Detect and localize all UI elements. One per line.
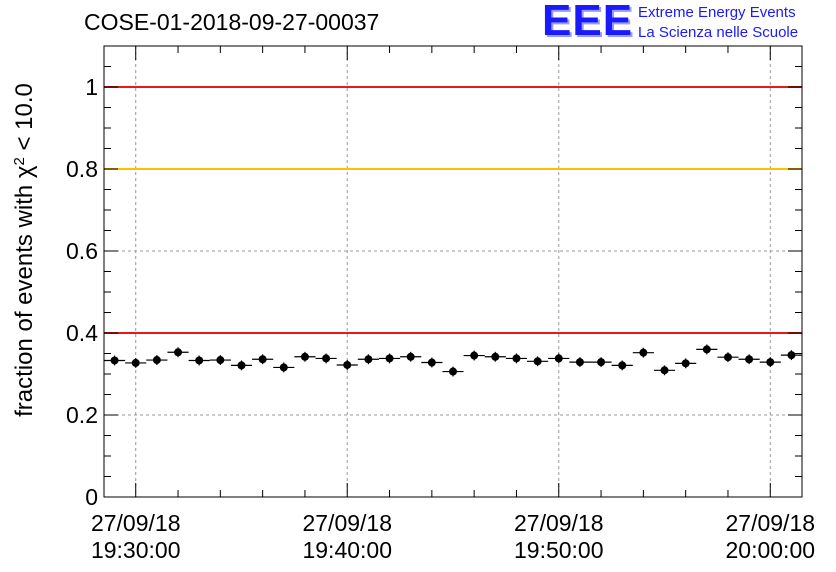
data-point (167, 347, 189, 358)
data-marker (597, 358, 606, 367)
eee-logo: EEE (542, 0, 634, 45)
x-tick-label-time: 19:40:00 (302, 537, 392, 563)
data-marker (449, 367, 457, 376)
data-marker (723, 353, 732, 362)
data-point (125, 358, 147, 368)
data-point (569, 357, 591, 368)
data-marker (491, 352, 500, 361)
x-tick-label-time: 19:50:00 (514, 537, 604, 563)
grid-lines (104, 46, 802, 497)
data-point (421, 357, 443, 368)
data-marker (660, 366, 669, 375)
data-point (336, 360, 358, 370)
chart-title: COSE-01-2018-09-27-00037 (84, 9, 380, 35)
data-point (505, 353, 528, 364)
data-marker (279, 363, 288, 372)
data-marker (681, 359, 690, 368)
data-point (209, 355, 231, 365)
data-point (717, 352, 739, 363)
y-axis-label: fraction of events with χ2 < 10.0 (11, 83, 39, 417)
data-point (484, 351, 506, 362)
data-marker (195, 356, 204, 365)
data-point (548, 353, 570, 364)
data-marker (152, 356, 161, 365)
plot-frame (103, 45, 803, 498)
data-marker (385, 354, 394, 363)
data-marker (300, 352, 309, 361)
data-point (696, 344, 718, 355)
data-marker (322, 354, 331, 363)
data-marker (554, 354, 563, 363)
data-marker (702, 345, 711, 354)
data-marker (427, 358, 436, 367)
data-point (527, 356, 549, 367)
y-tick-label: 0 (85, 484, 98, 510)
x-axis-tick-labels: 27/09/1819:30:0027/09/1819:40:0027/09/18… (91, 510, 815, 563)
data-point (442, 366, 464, 377)
data-marker (110, 356, 119, 365)
data-marker (533, 357, 542, 366)
data-point (675, 358, 697, 369)
logo-caption-line2: La Scienza nelle Scuole (638, 24, 799, 41)
data-point (188, 355, 210, 366)
data-point (315, 353, 337, 364)
data-point (653, 365, 676, 376)
logo-caption-line1: Extreme Energy Events (638, 4, 796, 21)
x-tick-label-time: 20:00:00 (726, 537, 816, 563)
data-marker (787, 351, 796, 360)
data-marker (258, 355, 267, 364)
reference-lines (104, 86, 802, 334)
data-point (294, 351, 316, 362)
data-marker (406, 352, 415, 361)
x-tick-label-date: 27/09/18 (91, 510, 181, 536)
x-tick-label-time: 19:30:00 (91, 537, 181, 563)
data-point (378, 353, 401, 364)
data-point (759, 357, 781, 368)
data-point (273, 362, 295, 373)
data-point (252, 354, 274, 365)
data-marker (512, 354, 521, 363)
data-marker (766, 358, 775, 367)
data-marker (343, 360, 352, 369)
data-marker (470, 351, 479, 360)
data-marker (131, 358, 140, 367)
data-point (104, 355, 126, 366)
data-point (400, 351, 422, 362)
data-marker (618, 361, 627, 370)
y-tick-label: 0.6 (66, 238, 98, 264)
data-point (738, 354, 760, 365)
data-point (780, 350, 802, 361)
data-points (104, 344, 802, 377)
x-tick-label-date: 27/09/18 (302, 510, 392, 536)
data-point (146, 355, 168, 365)
data-marker (745, 355, 754, 364)
x-tick-label-date: 27/09/18 (514, 510, 604, 536)
data-point (611, 360, 633, 371)
y-tick-label: 0.4 (66, 320, 98, 346)
data-point (230, 360, 253, 371)
y-axis-tick-labels: 0 0.2 0.4 0.6 0.8 1 (66, 74, 98, 510)
x-tick-label-date: 27/09/18 (726, 510, 816, 536)
data-marker (174, 348, 183, 357)
data-point (463, 350, 485, 361)
y-tick-label: 0.8 (66, 156, 98, 182)
y-tick-label: 1 (85, 74, 98, 100)
data-point (632, 347, 654, 358)
axis-ticks (104, 45, 802, 498)
data-marker (216, 356, 225, 365)
data-marker (364, 355, 373, 364)
data-marker (575, 358, 584, 367)
data-point (357, 354, 379, 365)
data-marker (237, 361, 246, 370)
y-tick-label: 0.2 (66, 402, 98, 428)
data-marker (639, 348, 648, 357)
data-point (590, 357, 612, 368)
